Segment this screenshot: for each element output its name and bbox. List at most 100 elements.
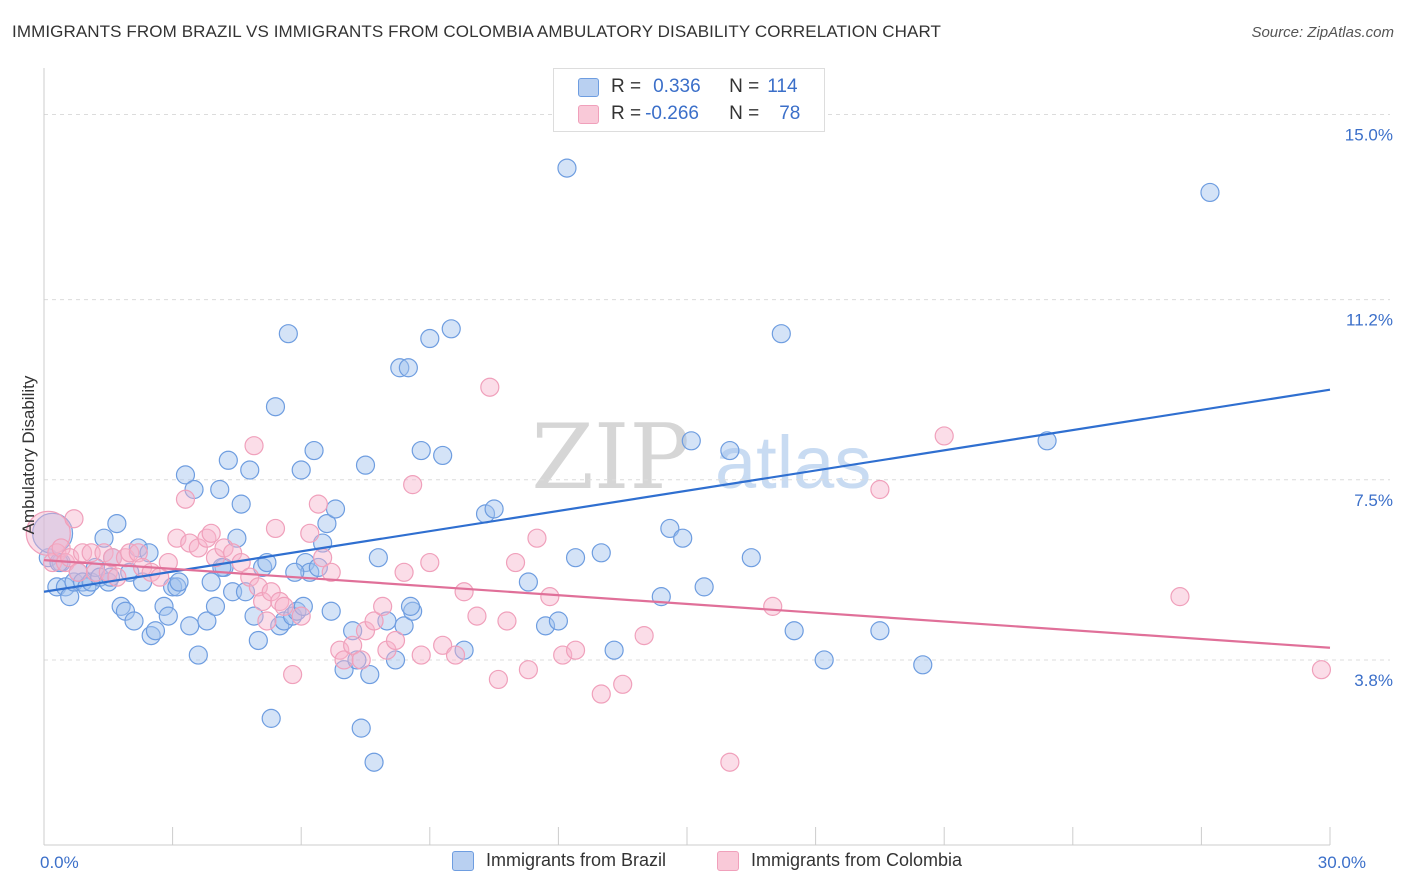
brazil-point [304,440,324,461]
colombia-point [364,611,384,631]
colombia-point [283,664,303,685]
brazil-point [784,621,804,641]
brazil-point [325,499,346,519]
colombia-point [68,562,88,582]
brazil-point [604,640,624,660]
watermark-zip: ZIP [531,405,690,510]
colombia-point [265,518,286,539]
brazil-point [248,630,268,651]
colombia-point [274,596,294,616]
brazil-point [317,513,337,534]
colombia-point [107,567,127,587]
brazil-point [351,718,371,738]
colombia-point [497,611,517,631]
brazil-trend-line [43,388,1331,593]
brazil-point [265,397,286,417]
colombia-point [433,635,453,655]
colombia-trend-line [43,559,1331,649]
colombia-r-label: R = [611,103,642,124]
brazil-point [169,572,189,592]
colombia-point [527,528,547,548]
colombia-point [505,552,526,573]
colombia-point [308,494,328,514]
correlation-legend: R = 0.336 N = 114 R = -0.266 N = 78 [553,68,825,132]
brazil-point [210,479,230,500]
colombia-point [518,660,538,680]
colombia-point [343,635,363,655]
brazil-point [441,319,461,339]
axes [43,68,1331,846]
colombia-point [373,596,393,616]
colombia-point [870,479,890,500]
colombia-point [934,426,954,446]
brazil-point [124,611,144,631]
colombia-point [420,552,440,573]
colombia-point [565,640,586,660]
brazil-point [355,455,376,475]
brazil-point [167,577,187,597]
colombia-point [445,645,466,665]
brazil-point [364,752,384,772]
brazil-point [197,611,217,631]
colombia-point [291,606,311,626]
brazil-point [291,460,311,480]
colombia-legend-swatch [717,850,739,871]
brazil-point [398,358,418,378]
colombia-r-value: -0.266 [645,103,699,124]
brazil-point [771,324,791,344]
brazil-point [535,616,556,636]
brazil-swatch [578,77,599,97]
brazil-point [158,606,178,626]
brazil-point [591,543,611,563]
colombia-point [480,377,500,397]
brazil-point [913,655,933,675]
y-axis-label: Ambulatory Disability [19,375,38,534]
colombia-point [634,625,654,646]
brazil-point [360,664,380,685]
colombia-point [300,523,320,543]
brazil-point [548,611,569,631]
brazil-point [400,596,421,616]
colombia-point [385,630,406,651]
y-tick-label: 15.0% [1345,126,1393,145]
brazil-point [244,606,264,626]
colombia-point [411,645,431,665]
brazil-legend-label: Immigrants from Brazil [486,850,667,870]
brazil-point [565,548,586,568]
colombia-n-value: 78 [779,103,801,124]
brazil-point [218,450,238,470]
source-label: Source: ZipAtlas.com [1251,24,1394,41]
brazil-point [261,708,281,728]
brazil-point [741,548,761,568]
colombia-point [321,562,341,582]
brazil-point [433,445,453,466]
brazil-point [308,557,328,578]
brazil-point [420,328,440,349]
brazil-point [201,572,221,592]
brazil-legend-swatch [452,850,474,871]
colombia-point [454,582,474,602]
brazil-point [107,513,127,534]
y-tick-label: 7.5% [1354,491,1393,510]
colombia-point [244,436,264,456]
brazil-point [235,582,256,602]
brazil-point [227,528,247,548]
brazil-point [681,431,701,451]
y-tick-label: 11.2% [1346,311,1393,330]
brazil-point [180,616,200,636]
brazil-point [94,528,114,548]
brazil-point [1037,431,1057,451]
colombia-point [488,669,508,690]
watermark-atlas: atlas [715,421,871,504]
colombia-point [128,543,148,563]
brazil-point [231,494,251,514]
brazil-point [240,460,260,480]
brazil-r-value: 0.336 [653,76,701,97]
legend-item-brazil: Immigrants from Brazil [452,850,666,871]
colombia-point [257,611,277,631]
colombia-point [201,523,221,543]
colombia-point [403,475,423,495]
colombia-legend-label: Immigrants from Colombia [751,850,963,870]
colombia-point [613,674,633,694]
